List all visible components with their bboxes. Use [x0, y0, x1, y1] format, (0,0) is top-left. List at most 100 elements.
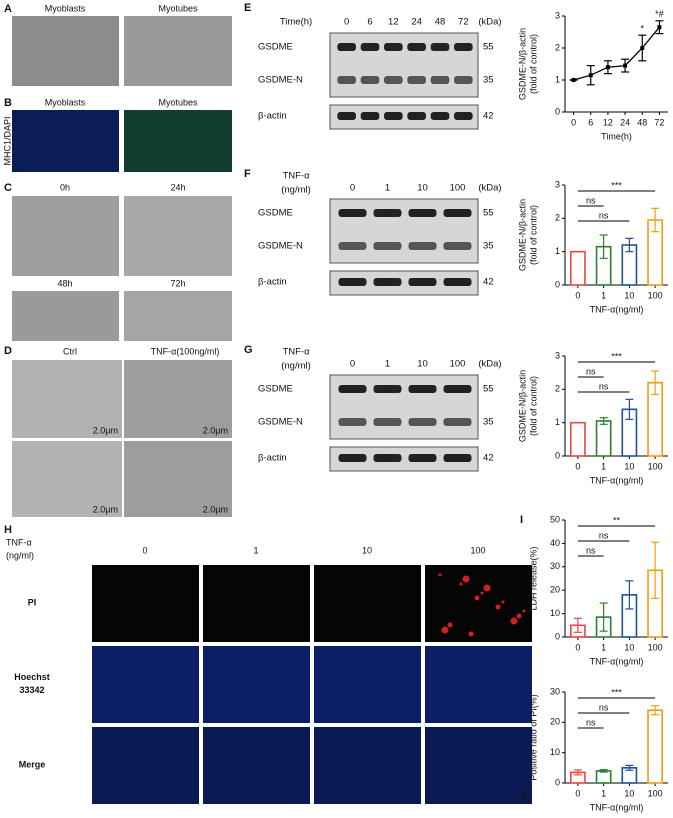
x-tick-label: 0	[575, 290, 580, 300]
kda-label: 35	[483, 417, 494, 428]
x-tick-label: 10	[624, 642, 634, 652]
blot-band	[337, 76, 356, 84]
y-axis-label: Positive ratio of PI(%)	[528, 694, 538, 781]
kda-label: 55	[483, 208, 494, 219]
kda-label: 42	[483, 277, 494, 288]
scale-bar-label: 2.0μm	[203, 504, 228, 514]
blot-header: TNF-α	[282, 347, 310, 358]
x-tick-label: 100	[648, 290, 663, 300]
row-label: PI	[28, 597, 37, 607]
lane-label: 12	[388, 17, 399, 28]
y-tick-label: 2	[555, 42, 560, 52]
y-tick-label: 1	[555, 74, 560, 84]
x-axis-label: TNF-α(ng/ml)	[590, 802, 644, 812]
column-label: Ctrl	[63, 346, 77, 356]
blot-band	[373, 418, 402, 426]
blot-band	[408, 278, 437, 286]
panel-letter: C	[4, 182, 12, 194]
lane-label: 48	[435, 17, 446, 28]
timepoint-label: 24h	[170, 182, 185, 192]
dose-label: 1	[253, 545, 258, 555]
significance-label: ns	[586, 545, 596, 555]
significance-label: ns	[599, 530, 609, 540]
point	[605, 65, 610, 70]
micrograph	[425, 727, 532, 804]
lane-label: 100	[450, 183, 466, 194]
blot-band	[337, 43, 356, 51]
x-tick-label: 100	[648, 642, 663, 652]
x-tick-label: 10	[624, 290, 634, 300]
significance-label: ns	[599, 702, 609, 712]
lane-label: 24	[411, 17, 422, 28]
y-tick-label: 20	[550, 585, 560, 595]
significance-label: *#	[655, 9, 664, 19]
blot-band	[373, 385, 402, 393]
pi-spot	[447, 622, 453, 628]
y-tick-label: 0	[555, 106, 560, 116]
blot-header: (ng/ml)	[281, 185, 311, 196]
pi-spot	[438, 573, 442, 577]
y-axis-label: (fold of control)	[528, 34, 538, 94]
x-axis-label: TNF-α(ng/ml)	[590, 475, 644, 485]
point	[623, 63, 628, 68]
micrograph	[124, 360, 232, 438]
y-tick-label: 10	[550, 608, 560, 618]
x-tick-label: 1	[601, 788, 606, 798]
significance-label: **	[613, 515, 621, 525]
row-label: GSDME-N	[258, 75, 303, 86]
dose-label: 100	[470, 545, 485, 555]
lane-label: 0	[344, 17, 349, 28]
micrograph	[12, 441, 122, 517]
y-tick-label: 1	[555, 246, 560, 256]
y-tick-label: 0	[555, 777, 560, 787]
kda-label: 35	[483, 241, 494, 252]
y-tick-label: 0	[555, 631, 560, 641]
bar	[569, 250, 586, 286]
blot-band	[443, 454, 472, 462]
x-tick-label: 10	[624, 461, 634, 471]
x-tick-label: 48	[637, 117, 647, 127]
x-tick-label: 24	[620, 117, 630, 127]
y-tick-label: 0	[555, 450, 560, 460]
micrograph	[124, 110, 232, 172]
x-tick-label: 0	[571, 117, 576, 127]
column-label: TNF-α(100ng/ml)	[151, 346, 220, 356]
panel-letter: G	[244, 344, 253, 356]
pi-spot	[495, 604, 501, 610]
panel-letter: B	[4, 97, 12, 109]
y-axis-label: GSDME-N/β-actin	[517, 28, 527, 100]
significance-label: ns	[586, 717, 596, 727]
micrograph	[12, 16, 119, 86]
blot-band	[373, 209, 402, 217]
y-tick-label: 30	[550, 686, 560, 696]
blot-band	[338, 454, 367, 462]
blot-band	[443, 418, 472, 426]
y-axis-label: (fold of control)	[528, 205, 538, 265]
y-tick-label: 40	[550, 538, 560, 548]
point	[640, 46, 645, 50]
blot-band	[373, 278, 402, 286]
micrograph	[203, 727, 310, 804]
blot-band	[384, 43, 403, 51]
blot-band	[360, 76, 380, 84]
x-tick-label: 10	[624, 788, 634, 798]
bar	[595, 770, 612, 784]
blot-band	[454, 76, 473, 84]
blot-header: TNF-α	[282, 171, 310, 182]
blot-band	[443, 242, 472, 250]
timepoint-label: 72h	[170, 278, 185, 288]
bar	[647, 709, 664, 784]
point	[657, 25, 662, 30]
pi-spot	[459, 582, 463, 586]
panel-letter: F	[244, 168, 251, 180]
lane-label: 10	[417, 183, 428, 194]
panel-letter: J	[520, 789, 526, 801]
blot-header: (ng/ml)	[281, 361, 311, 372]
significance-label: ns	[586, 195, 596, 205]
kda-label: 42	[483, 453, 494, 464]
blot-membrane	[329, 374, 479, 440]
significance-label: ***	[611, 687, 622, 697]
micrograph	[203, 646, 310, 723]
y-axis-label: LDH release(%)	[528, 546, 538, 610]
y-tick-label: 3	[555, 350, 560, 360]
